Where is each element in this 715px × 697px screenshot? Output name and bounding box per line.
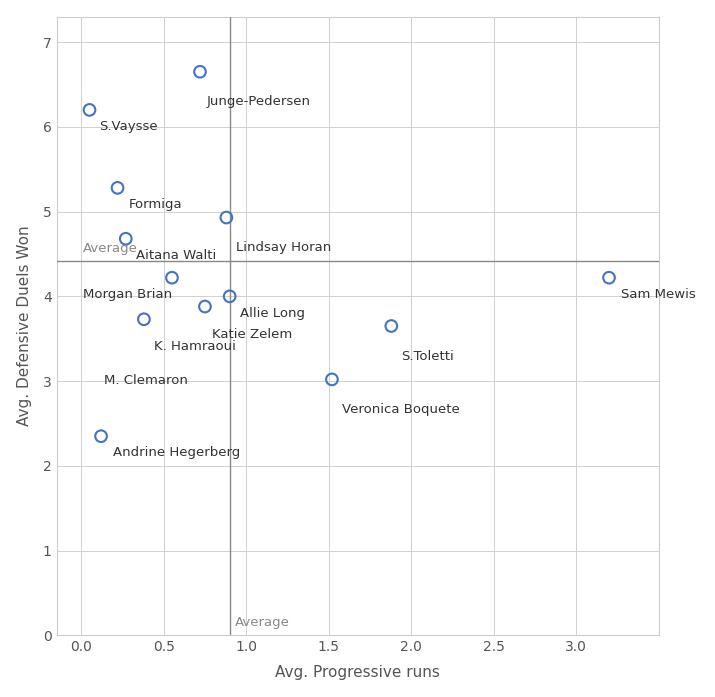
Point — [385, 321, 397, 332]
Text: Junge-Pedersen: Junge-Pedersen — [207, 95, 310, 109]
Point — [138, 314, 149, 325]
Point — [167, 272, 178, 283]
Point — [603, 272, 615, 283]
Text: S.Vaysse: S.Vaysse — [99, 120, 158, 133]
Text: Sam Mewis: Sam Mewis — [621, 288, 695, 301]
Text: Average: Average — [83, 242, 138, 255]
Text: Lindsay Horan: Lindsay Horan — [236, 241, 332, 254]
Point — [199, 301, 211, 312]
Point — [221, 212, 232, 223]
Text: Veronica Boquete: Veronica Boquete — [342, 403, 460, 416]
X-axis label: Avg. Progressive runs: Avg. Progressive runs — [275, 666, 440, 680]
Point — [112, 183, 123, 194]
Text: Average: Average — [235, 616, 290, 629]
Point — [326, 374, 337, 385]
Point — [194, 66, 206, 77]
Y-axis label: Avg. Defensive Duels Won: Avg. Defensive Duels Won — [16, 226, 31, 427]
Text: Katie Zelem: Katie Zelem — [212, 328, 292, 341]
Text: S.Toletti: S.Toletti — [401, 350, 454, 362]
Text: K. Hamraoui: K. Hamraoui — [154, 340, 236, 353]
Point — [120, 233, 132, 244]
Text: Morgan Brian: Morgan Brian — [83, 288, 172, 301]
Point — [95, 431, 107, 442]
Text: Andrine Hegerberg: Andrine Hegerberg — [112, 446, 240, 459]
Point — [224, 291, 235, 302]
Text: Aitana Walti: Aitana Walti — [136, 249, 216, 262]
Text: Allie Long: Allie Long — [240, 307, 305, 319]
Text: Formiga: Formiga — [129, 198, 183, 211]
Text: M. Clemaron: M. Clemaron — [104, 374, 188, 388]
Point — [84, 105, 95, 116]
